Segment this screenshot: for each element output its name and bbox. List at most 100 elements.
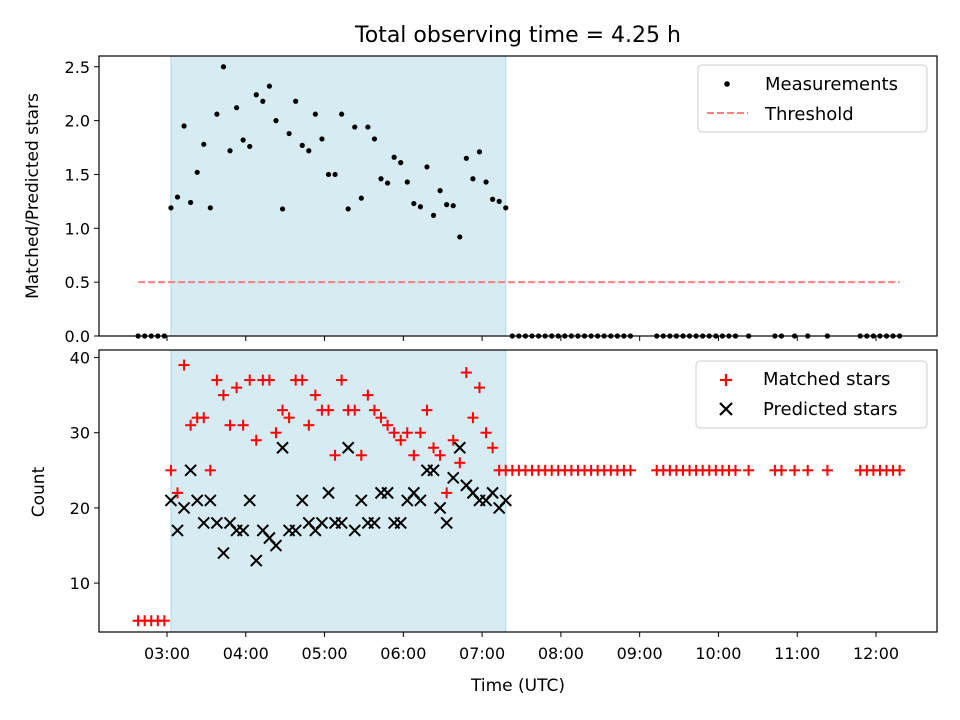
measurement-point <box>188 199 194 206</box>
bottom-highlight-span <box>170 349 507 633</box>
matched-star-point <box>178 359 190 371</box>
measurement-point <box>260 98 266 104</box>
matched-star-point <box>428 442 440 454</box>
y-tick-label: 2.0 <box>65 112 90 131</box>
matched-star-point <box>775 464 787 476</box>
x-tick-label: 09:00 <box>617 644 663 663</box>
measurement-point <box>273 118 279 124</box>
measurement-point <box>384 180 391 186</box>
predicted-star-point <box>250 554 263 567</box>
top-ylabel: Matched/Predicted stars <box>23 93 43 299</box>
predicted-star-point <box>440 516 453 530</box>
matched-star-point <box>165 464 177 476</box>
legend-predicted-label: Predicted stars <box>763 399 897 420</box>
predicted-star-point <box>381 486 394 500</box>
predicted-star-point <box>368 516 381 530</box>
predicted-star-point <box>190 494 204 507</box>
matched-star-point <box>375 412 387 424</box>
x-tick-label: 10:00 <box>695 644 741 663</box>
predicted-star-point <box>197 516 210 530</box>
measurement-point <box>437 188 443 194</box>
matched-star-point <box>730 464 742 476</box>
matched-star-point <box>198 412 210 424</box>
matched-star-point <box>382 419 394 431</box>
measurement-point <box>247 143 253 150</box>
measurement-point <box>450 203 456 209</box>
measurement-point <box>194 169 200 175</box>
matched-star-point <box>624 464 636 476</box>
measurement-point <box>424 164 430 170</box>
measurement-point <box>476 149 483 155</box>
predicted-star-point <box>447 471 460 485</box>
measurement-point <box>457 234 463 240</box>
matched-star-point <box>441 487 453 499</box>
x-axis-label: Time (UTC) <box>470 676 565 696</box>
measurement-point <box>299 142 305 148</box>
matched-star-point <box>743 464 755 476</box>
y-tick-label: 1.5 <box>65 165 90 184</box>
predicted-star-point <box>335 516 348 530</box>
matched-star-point <box>821 464 833 476</box>
matched-star-point <box>349 404 361 416</box>
matched-star-point <box>303 419 315 431</box>
y-tick-label: 30 <box>70 424 90 443</box>
measurement-point <box>490 196 496 202</box>
matched-star-point <box>309 389 321 401</box>
measurement-point <box>444 202 450 208</box>
predicted-star-point <box>433 501 447 515</box>
top-x-ticks <box>166 336 877 341</box>
matched-star-point <box>454 457 466 469</box>
measurement-point <box>378 176 384 182</box>
bottom-axes-frame <box>98 349 938 633</box>
top-y-axis: 0.0 0.5 1.0 1.5 2.0 2.5 <box>65 58 99 346</box>
matched-star-point <box>172 487 184 499</box>
predicted-star-point <box>210 516 224 530</box>
bottom-legend-box <box>695 360 928 429</box>
top-panel: 0.0 0.5 1.0 1.5 2.0 2.5 Matched/Predicted sta… <box>23 55 938 346</box>
y-tick-label: 0.0 <box>65 327 90 346</box>
measurement-point <box>345 206 351 212</box>
matched-star-point <box>270 427 282 439</box>
measurement-point <box>430 212 437 218</box>
legend-measurements-label: Measurements <box>765 74 898 95</box>
measurement-point <box>411 200 417 207</box>
measurement-point <box>253 92 259 98</box>
bottom-legend: Matched stars Predicted stars <box>695 360 928 429</box>
x-tick-label: 11:00 <box>774 644 820 663</box>
measurement-point <box>220 64 227 70</box>
bottom-panel: 03:00 04:00 05:00 06:00 07:00 08:00 09:00 10:00… <box>29 349 938 696</box>
predicted-star-point <box>164 494 178 507</box>
top-highlight-span <box>170 55 507 337</box>
matched-star-point <box>283 412 295 424</box>
y-tick-label: 2.5 <box>65 58 90 77</box>
matched-star-point <box>185 419 197 431</box>
legend-matched-marker <box>720 374 732 386</box>
legend-predicted-marker <box>719 402 733 416</box>
measurement-point <box>181 123 187 129</box>
top-axes-frame <box>98 55 938 337</box>
legend-threshold-label: Threshold <box>764 104 854 125</box>
measurement-point <box>463 155 469 161</box>
matched-star-point <box>322 404 334 416</box>
matched-star-point <box>336 374 348 386</box>
matched-star-point <box>362 389 374 401</box>
measurement-point <box>398 160 404 166</box>
measurement-point <box>286 130 292 137</box>
y-tick-label: 10 <box>70 574 90 593</box>
predicted-star-point <box>394 516 407 530</box>
measurement-point <box>371 136 378 142</box>
matched-star-points <box>132 359 906 627</box>
predicted-star-point <box>217 546 230 560</box>
predicted-star-point <box>204 494 217 507</box>
predicted-star-point <box>414 494 427 507</box>
x-tick-label: 05:00 <box>302 644 348 663</box>
top-legend-box <box>697 64 928 133</box>
measurement-point <box>306 148 312 154</box>
measurement-point <box>417 204 424 210</box>
matched-star-point <box>244 374 256 386</box>
matched-star-point <box>480 427 492 439</box>
predicted-star-point <box>341 441 355 454</box>
matched-star-point <box>368 404 380 416</box>
predicted-star-point <box>296 494 309 507</box>
measurement-point <box>352 124 358 130</box>
